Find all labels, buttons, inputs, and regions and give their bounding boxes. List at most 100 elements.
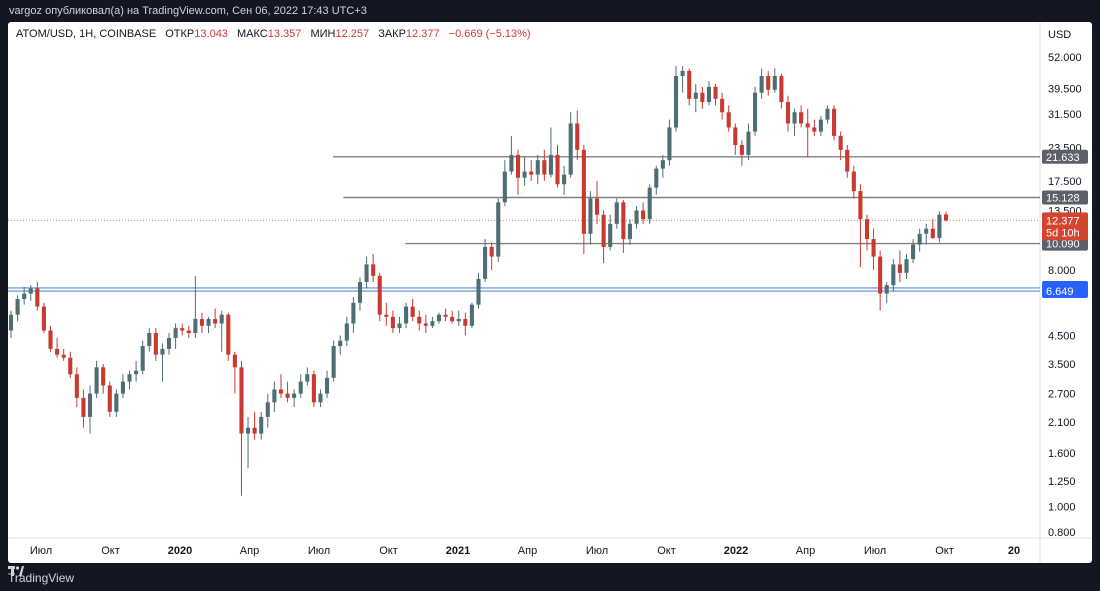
candle-body[interactable]	[22, 293, 27, 299]
candle-body[interactable]	[252, 427, 257, 434]
candle-body[interactable]	[41, 306, 46, 331]
candle-body[interactable]	[864, 219, 870, 240]
candle-body[interactable]	[542, 160, 547, 175]
candle-body[interactable]	[318, 393, 323, 403]
candle-body[interactable]	[515, 154, 521, 178]
candle-body[interactable]	[397, 323, 402, 329]
candle-body[interactable]	[917, 233, 922, 245]
candle-body[interactable]	[851, 171, 856, 192]
candle-body[interactable]	[120, 381, 125, 394]
candle-body[interactable]	[812, 127, 817, 132]
candle-body[interactable]	[673, 76, 679, 128]
candle-body[interactable]	[199, 319, 204, 326]
candle-body[interactable]	[134, 370, 139, 375]
candle-body[interactable]	[246, 427, 251, 434]
candle-body[interactable]	[357, 281, 363, 303]
candle-body[interactable]	[101, 367, 106, 386]
candle-body[interactable]	[641, 210, 646, 220]
candle-body[interactable]	[845, 149, 850, 172]
candle-body[interactable]	[61, 354, 66, 358]
candle-body[interactable]	[614, 202, 619, 224]
candle-body[interactable]	[410, 306, 415, 317]
candle-body[interactable]	[594, 198, 600, 215]
candle-body[interactable]	[298, 381, 303, 394]
candle-body[interactable]	[456, 319, 461, 322]
candle-body[interactable]	[693, 92, 698, 99]
candle-body[interactable]	[28, 288, 33, 294]
candle-body[interactable]	[588, 198, 593, 234]
candle-body[interactable]	[529, 171, 534, 175]
candle-body[interactable]	[153, 332, 158, 355]
candle-body[interactable]	[351, 302, 356, 324]
candle-body[interactable]	[799, 112, 804, 124]
candle-body[interactable]	[706, 86, 711, 103]
candle-body[interactable]	[647, 187, 652, 220]
candle-body[interactable]	[871, 239, 876, 257]
tradingview-logo[interactable]: TradingView	[8, 566, 74, 591]
candle-body[interactable]	[311, 374, 316, 403]
candle-body[interactable]	[292, 393, 297, 398]
candle-body[interactable]	[680, 70, 685, 77]
candle-body[interactable]	[772, 76, 777, 90]
candle-body[interactable]	[450, 316, 455, 322]
candle-body[interactable]	[489, 246, 494, 257]
candle-body[interactable]	[805, 123, 810, 128]
candle-body[interactable]	[226, 314, 231, 355]
candle-body[interactable]	[390, 316, 395, 329]
candle-body[interactable]	[232, 354, 237, 368]
candle-body[interactable]	[114, 393, 119, 412]
candle-body[interactable]	[897, 264, 902, 273]
candle-body[interactable]	[377, 275, 382, 315]
candle-body[interactable]	[911, 244, 916, 260]
candle-body[interactable]	[575, 123, 580, 150]
candle-body[interactable]	[733, 127, 738, 145]
candle-body[interactable]	[739, 144, 744, 155]
candle-body[interactable]	[621, 202, 626, 240]
candle-body[interactable]	[687, 70, 692, 99]
candle-body[interactable]	[404, 306, 409, 324]
candle-body[interactable]	[660, 160, 665, 169]
candle-body[interactable]	[469, 304, 474, 326]
candle-body[interactable]	[166, 338, 172, 349]
candle-body[interactable]	[759, 76, 764, 93]
candle-body[interactable]	[562, 174, 567, 185]
candle-body[interactable]	[68, 357, 73, 375]
candle-body[interactable]	[581, 149, 586, 234]
candle-body[interactable]	[417, 316, 422, 324]
candle-body[interactable]	[627, 223, 632, 240]
candle-body[interactable]	[344, 323, 349, 341]
candle-body[interactable]	[832, 108, 837, 136]
candle-body[interactable]	[496, 202, 501, 257]
candle-body[interactable]	[160, 348, 165, 355]
candle-body[interactable]	[548, 154, 553, 175]
candle-body[interactable]	[818, 119, 823, 132]
candle-body[interactable]	[15, 298, 20, 315]
candle-body[interactable]	[107, 385, 112, 412]
candle-body[interactable]	[213, 319, 218, 324]
symbol-label[interactable]: ATOM/USD, 1Н, COINBASE	[16, 28, 157, 40]
candle-body[interactable]	[186, 330, 191, 333]
candle-body[interactable]	[884, 285, 889, 294]
candle-body[interactable]	[779, 76, 784, 103]
candle-body[interactable]	[285, 393, 290, 398]
candle-body[interactable]	[239, 367, 244, 434]
candle-body[interactable]	[206, 319, 211, 326]
candle-body[interactable]	[127, 374, 132, 382]
candle-body[interactable]	[476, 278, 481, 305]
candle-body[interactable]	[87, 393, 93, 417]
candle-body[interactable]	[364, 264, 369, 282]
candle-body[interactable]	[509, 154, 514, 172]
candle-body[interactable]	[193, 319, 198, 333]
candle-body[interactable]	[74, 374, 79, 398]
candle-body[interactable]	[48, 330, 53, 349]
candle-body[interactable]	[535, 160, 540, 175]
candle-body[interactable]	[634, 210, 639, 224]
candle-body[interactable]	[219, 314, 224, 324]
candle-body[interactable]	[180, 328, 185, 331]
candle-body[interactable]	[667, 127, 672, 161]
candle-body[interactable]	[568, 123, 573, 175]
price-chart[interactable]: USD 0.800 1.000 1.250 1.600 2.100 2.700 3.500 4.…	[8, 22, 1092, 563]
candle-body[interactable]	[483, 246, 488, 279]
candle-body[interactable]	[904, 259, 909, 273]
candle-body[interactable]	[753, 92, 758, 132]
